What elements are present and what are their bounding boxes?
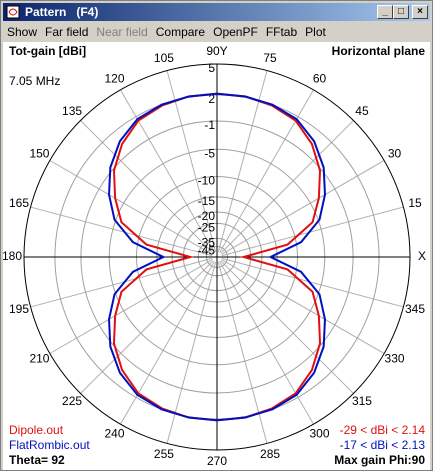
angle-tick-label: 270 xyxy=(207,454,227,468)
angle-tick-label: 195 xyxy=(9,302,29,316)
menu-item[interactable]: Show xyxy=(7,25,38,39)
r-tick-label: -25 xyxy=(198,221,216,235)
angle-tick-label: 255 xyxy=(154,447,174,461)
angle-tick-label: 60 xyxy=(313,72,327,86)
chart-subtitle: Horizontal plane xyxy=(332,44,426,58)
angle-tick-label: 135 xyxy=(62,104,82,118)
angle-tick-label: 90Y xyxy=(206,44,227,58)
pattern-line xyxy=(108,92,326,422)
angle-tick-label: 285 xyxy=(260,447,280,461)
angle-tick-label: 345 xyxy=(405,302,425,316)
menu-bar: Show Far field Near field Compare OpenPF FFta… xyxy=(3,23,330,41)
angle-tick-label: 15 xyxy=(408,196,422,210)
theta-label: Theta= 92 xyxy=(9,453,65,467)
r-tick-label: -20 xyxy=(198,209,216,223)
angle-tick-label: 315 xyxy=(352,394,372,408)
angle-tick-label: 180 xyxy=(3,249,22,263)
r-tick-label: -10 xyxy=(198,174,216,188)
chart: Tot-gain [dBi] 7.05 MHz Horizontal plane… xyxy=(3,42,430,470)
legend-entry: Dipole.out xyxy=(9,423,64,437)
menu-item: Near field xyxy=(96,25,148,39)
chart-title: Tot-gain [dBi] xyxy=(9,44,86,58)
menu-item[interactable]: Far field xyxy=(45,25,89,39)
r-tick-label: -45 xyxy=(198,244,216,258)
menu-item[interactable]: Compare xyxy=(155,25,206,39)
menu-item[interactable]: FFtab xyxy=(265,25,298,39)
minimize-button[interactable]: _ xyxy=(377,5,393,19)
range-label: -17 < dBi < 2.13 xyxy=(340,438,426,452)
app-icon xyxy=(6,5,20,19)
max-gain-label: Max gain Phi:90 xyxy=(334,453,425,467)
r-tick-label: -35 xyxy=(198,235,216,249)
r-tick-label: -1 xyxy=(204,118,215,132)
title-bar: Pattern (F4) _ □ × xyxy=(3,3,430,21)
angle-tick-label: 105 xyxy=(154,51,174,65)
legend-entry: FlatRombic.out xyxy=(9,438,90,452)
frequency: 7.05 MHz xyxy=(9,74,60,88)
angle-tick-label: X xyxy=(418,249,426,263)
r-tick-label: -5 xyxy=(204,146,215,160)
angle-tick-label: 45 xyxy=(355,104,369,118)
range-label: -29 < dBi < 2.14 xyxy=(340,423,426,437)
angle-tick-label: 75 xyxy=(263,51,277,65)
angle-tick-label: 30 xyxy=(388,147,402,161)
menu-item[interactable]: OpenPF xyxy=(213,25,258,39)
angle-tick-label: 225 xyxy=(62,394,82,408)
angle-tick-label: 150 xyxy=(29,147,49,161)
angle-tick-label: 240 xyxy=(104,427,124,441)
close-button[interactable]: × xyxy=(412,5,428,19)
maximize-button[interactable]: □ xyxy=(393,5,409,19)
menu-item[interactable]: Plot xyxy=(305,25,326,39)
angle-tick-label: 165 xyxy=(9,196,29,210)
r-tick-label: -15 xyxy=(198,194,216,208)
r-tick-label: 2 xyxy=(208,92,215,106)
angle-tick-label: 330 xyxy=(385,352,405,366)
angle-tick-label: 210 xyxy=(29,352,49,366)
window-title: Pattern (F4) xyxy=(25,5,99,19)
r-tick-label: 5 xyxy=(208,61,215,75)
angle-tick-label: 120 xyxy=(104,72,124,86)
angle-tick-label: 300 xyxy=(309,427,329,441)
pattern-line xyxy=(112,92,322,422)
